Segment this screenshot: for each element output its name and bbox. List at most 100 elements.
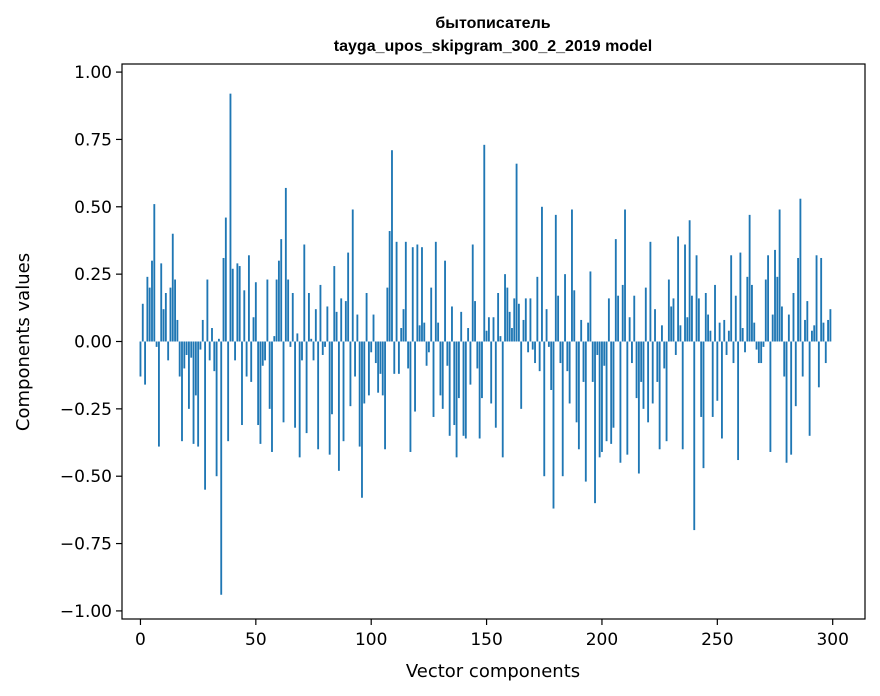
bar — [748, 214, 751, 342]
x-tick-label: 300 — [816, 630, 848, 650]
bar — [767, 255, 770, 342]
bar — [151, 260, 153, 342]
bar — [785, 341, 788, 463]
bar — [206, 279, 209, 342]
bar — [310, 338, 313, 342]
bar — [709, 330, 712, 342]
bar — [393, 341, 396, 374]
bar — [474, 301, 476, 342]
bar — [603, 341, 606, 366]
bar — [349, 341, 352, 407]
bar — [612, 341, 615, 428]
bar — [723, 319, 726, 342]
bar — [478, 341, 481, 439]
bar — [513, 298, 516, 342]
bar — [647, 341, 650, 423]
bar — [354, 341, 356, 377]
bar — [215, 341, 218, 477]
bar — [236, 263, 239, 342]
bar — [331, 341, 333, 415]
bar — [771, 314, 774, 342]
bar — [827, 319, 830, 342]
bar — [204, 341, 206, 490]
bar — [277, 260, 280, 342]
bar — [164, 293, 167, 342]
bar — [727, 330, 730, 342]
y-axis-ticks: 1.00 0.75 0.50 0.25 0.00 −0.25 −0.50 −0.75 −1.00 — [60, 63, 122, 622]
bar — [167, 341, 170, 361]
bar — [501, 341, 504, 458]
bar — [374, 341, 377, 364]
bar — [471, 244, 474, 342]
bar — [197, 341, 200, 447]
bar — [730, 255, 733, 342]
bar — [335, 311, 338, 342]
bar — [725, 341, 728, 355]
bar — [534, 341, 536, 364]
bar — [444, 260, 446, 342]
bar — [575, 341, 578, 423]
bar — [762, 341, 765, 347]
bar — [340, 298, 343, 342]
bars-group — [139, 93, 832, 595]
bar — [153, 204, 156, 342]
bar — [751, 284, 753, 342]
bar — [499, 336, 502, 342]
bar — [358, 341, 361, 447]
bar — [651, 341, 654, 404]
bar — [628, 317, 631, 342]
bar — [658, 341, 661, 450]
bar — [640, 341, 643, 382]
bar — [661, 325, 663, 342]
bar — [252, 317, 255, 342]
bar — [702, 341, 705, 469]
bar — [589, 271, 592, 342]
bar — [301, 341, 303, 361]
bar — [347, 252, 350, 342]
bar — [284, 187, 287, 342]
bar — [515, 163, 518, 342]
bar — [511, 328, 513, 342]
bar — [543, 341, 546, 477]
bar — [797, 257, 800, 342]
bar — [774, 249, 776, 342]
bar — [755, 341, 758, 350]
bar — [224, 217, 227, 342]
bar — [721, 341, 723, 439]
x-axis-label: Vector components — [406, 661, 580, 682]
bar — [404, 241, 407, 342]
bar — [799, 198, 802, 342]
bar — [261, 341, 264, 366]
bar — [550, 341, 553, 390]
bar — [176, 319, 179, 342]
bar — [321, 341, 324, 355]
bar — [806, 301, 809, 342]
bar — [545, 309, 548, 342]
bar — [414, 341, 416, 412]
bar — [801, 341, 804, 377]
bar — [494, 341, 497, 428]
bar — [541, 206, 543, 342]
bar — [811, 330, 813, 342]
bar — [259, 341, 262, 444]
bar — [483, 144, 486, 342]
y-tick-label: −0.50 — [60, 467, 112, 487]
bar — [222, 257, 225, 342]
bar — [704, 293, 707, 342]
bar — [822, 322, 825, 342]
bar — [667, 279, 670, 342]
bar — [257, 341, 260, 426]
bar — [247, 255, 250, 342]
bar — [610, 341, 613, 444]
bar — [621, 284, 624, 342]
bar — [686, 317, 689, 342]
bar — [144, 341, 146, 385]
bar — [418, 325, 421, 342]
bar — [337, 341, 340, 471]
bar — [665, 341, 668, 442]
bar — [217, 338, 220, 342]
bar — [607, 298, 610, 342]
bar — [637, 341, 640, 474]
bar — [464, 341, 467, 439]
bar — [571, 209, 573, 342]
